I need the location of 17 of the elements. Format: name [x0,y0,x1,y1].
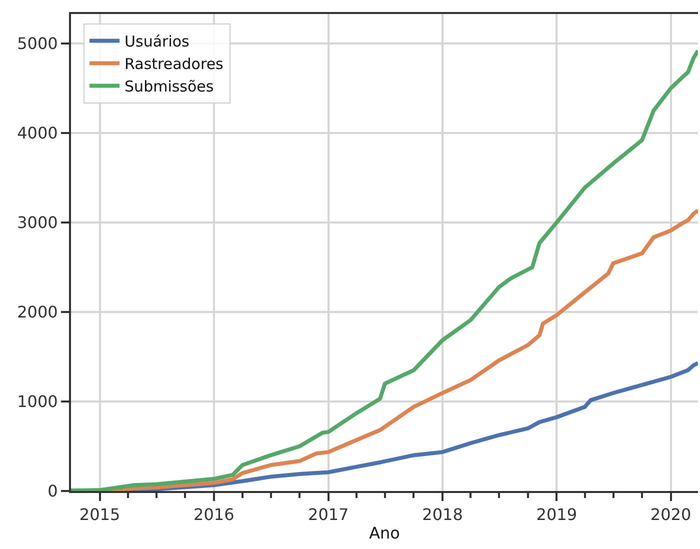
x-tick-label: 2020 [650,505,692,524]
y-tick-label: 2000 [17,302,58,322]
x-tick-label: 2016 [194,505,234,524]
legend-label: Usuários [124,32,190,51]
x-axis-title: Ano [369,523,400,542]
legend-label: Rastreadores [124,55,224,74]
y-tick-label: 3000 [17,213,58,232]
y-tick-label: 0 [48,482,58,501]
y-tick-label: 5000 [17,34,58,54]
x-tick-label: 2018 [422,505,463,524]
y-tick-label: 4000 [17,124,58,143]
x-tick-label: 2015 [79,505,120,524]
legend-label: Submissões [124,78,214,96]
line-series [71,48,698,491]
x-tick-label: 2019 [536,505,578,524]
y-tick-label: 1000 [17,392,58,412]
x-tick-label: 2017 [308,505,349,524]
